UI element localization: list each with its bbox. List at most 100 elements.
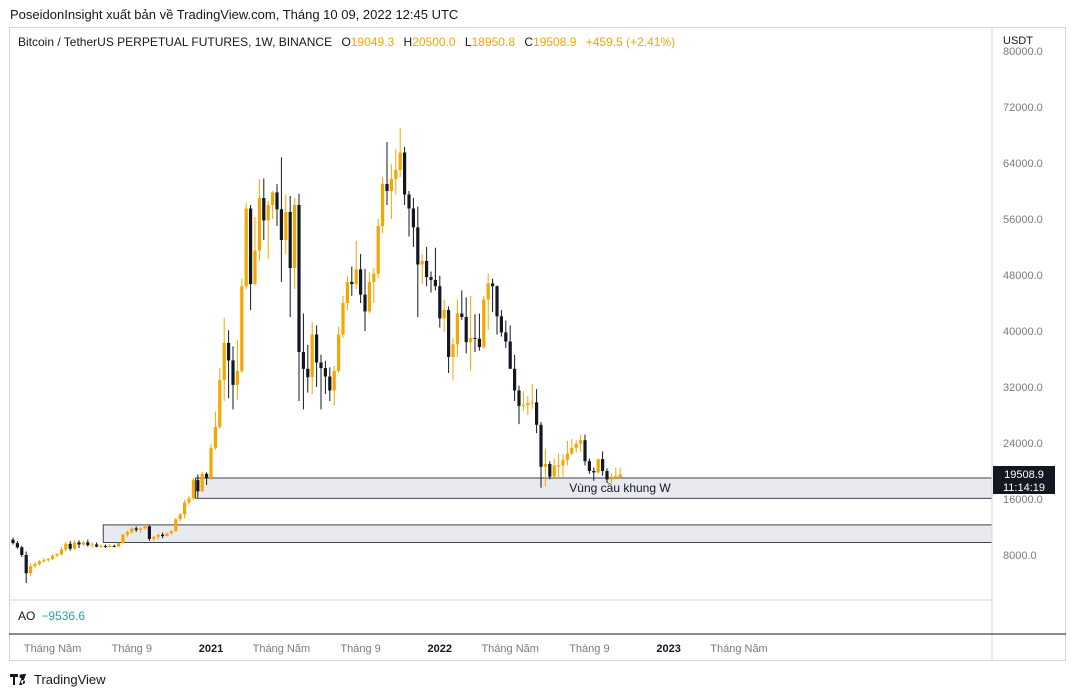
candle-body: [443, 310, 446, 318]
candle: [297, 194, 300, 401]
demand-zone-rect[interactable]: [103, 525, 992, 543]
candle: [372, 268, 375, 303]
candle: [192, 478, 195, 500]
candle-body: [165, 533, 168, 536]
candle-body: [487, 283, 490, 299]
candle: [469, 296, 472, 371]
candle-body: [262, 198, 265, 220]
candle: [438, 276, 441, 328]
candle: [619, 468, 622, 479]
candle: [214, 412, 217, 451]
candle: [231, 346, 234, 409]
candle: [443, 300, 446, 333]
candle-body: [240, 286, 243, 371]
candle-body: [25, 555, 28, 573]
price-axis: USDT 8000.016000.024000.032000.040000.04…: [992, 28, 1043, 660]
candle: [412, 198, 415, 247]
price-tick-label: 8000.0: [1003, 550, 1037, 562]
candle: [566, 441, 569, 466]
candle: [95, 542, 98, 547]
candle: [174, 518, 177, 532]
candle-body: [271, 192, 274, 205]
candle-body: [324, 368, 327, 376]
candle: [478, 314, 481, 351]
candle-body: [73, 542, 76, 548]
candle-body: [381, 184, 384, 226]
candle: [25, 552, 28, 584]
candle-body: [355, 269, 358, 284]
candle: [429, 272, 432, 293]
candle: [33, 562, 36, 568]
tradingview-label: TradingView: [34, 672, 106, 687]
candle: [324, 361, 327, 394]
candle: [280, 157, 283, 282]
candle-body: [610, 477, 613, 480]
time-tick-label: 2022: [428, 643, 452, 655]
candle-body: [522, 405, 525, 406]
candle-body: [139, 528, 142, 529]
candle: [99, 545, 102, 549]
candle-body: [456, 314, 459, 345]
candle: [227, 330, 230, 398]
candle: [51, 554, 54, 560]
candle-body: [372, 274, 375, 282]
candle-body: [148, 526, 151, 539]
candle-body: [16, 543, 19, 547]
candle-body: [429, 277, 432, 280]
candle: [368, 272, 371, 313]
price-tick-label: 32000.0: [1003, 382, 1043, 394]
candle: [64, 542, 67, 552]
candle-body: [451, 344, 454, 357]
candle-body: [385, 184, 388, 191]
candle-body: [51, 556, 54, 560]
candle-body: [99, 546, 102, 547]
candle-body: [513, 369, 516, 391]
candle-body: [473, 338, 476, 339]
price-chart[interactable]: Vùng cầu khung W USDT 8000.016000.024000…: [0, 0, 1076, 697]
candle-body: [38, 561, 41, 564]
candle-body: [447, 310, 450, 357]
candle-body: [588, 461, 591, 471]
candle-body: [570, 448, 573, 454]
candle-body: [500, 316, 503, 332]
candle-body: [95, 545, 98, 547]
candle-body: [157, 535, 160, 537]
candle-body: [544, 464, 547, 467]
candle: [579, 435, 582, 453]
candle-body: [302, 352, 305, 369]
candle-body: [64, 544, 67, 550]
candle: [597, 458, 600, 473]
candle: [447, 307, 450, 374]
candle-body: [205, 474, 208, 478]
time-tick-label: 2023: [656, 643, 680, 655]
candle-body: [297, 205, 300, 352]
candle-body: [227, 343, 230, 361]
time-tick-label: Tháng Năm: [24, 643, 81, 655]
candle: [487, 274, 490, 330]
candle: [399, 128, 402, 177]
candle-body: [130, 528, 133, 532]
candle: [306, 345, 309, 393]
candle-body: [341, 303, 344, 335]
candle: [73, 540, 76, 551]
footer-brand[interactable]: TradingView: [10, 672, 106, 687]
candle: [359, 254, 362, 303]
candle-body: [47, 559, 50, 560]
candle-body: [258, 198, 261, 251]
candle: [201, 472, 204, 492]
candle-body: [394, 170, 397, 179]
candle-body: [161, 535, 164, 536]
candle: [504, 321, 507, 348]
candle: [575, 440, 578, 453]
candle-body: [86, 542, 89, 545]
candle-body: [517, 391, 520, 406]
candle-body: [403, 153, 406, 195]
candle: [315, 325, 318, 387]
candle-body: [33, 564, 36, 566]
candle-body: [350, 282, 353, 284]
candle: [245, 203, 248, 289]
candle-body: [399, 153, 402, 171]
candle: [55, 553, 58, 557]
candle-body: [179, 514, 182, 519]
candle-body: [60, 549, 63, 554]
